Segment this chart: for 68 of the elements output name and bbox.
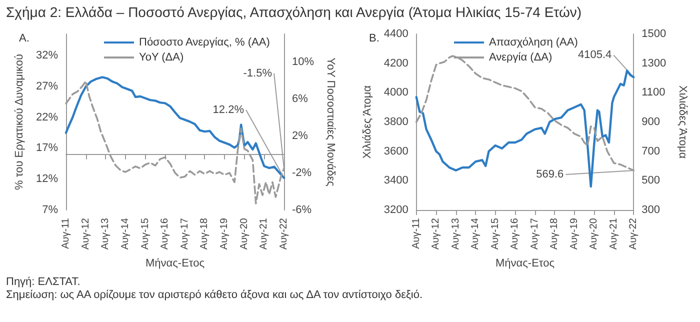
y2-axis-title: YoY Ποσοστιαίες Μονάδες — [324, 58, 336, 186]
text: Σημείωση: ως ΑΑ ορίζουμε τον αριστερό κάθετο άξονα και ως ΔΑ τον αντίστοιχο δεξιό. — [6, 289, 424, 302]
x-tick-label: Αυγ-18 — [549, 218, 560, 250]
y2-tick-label: 6% — [292, 92, 308, 105]
x-tick-label: Αυγ-20 — [588, 218, 600, 250]
y2-tick-label: 10% — [292, 56, 314, 68]
legend-label: Πόσοστο Ανεργίας, % (ΑΑ) — [139, 36, 270, 48]
y-tick-label: 3800 — [384, 116, 408, 128]
y-tick-label: 4200 — [384, 57, 408, 70]
x-tick-label: Αυγ-17 — [179, 218, 190, 250]
y2-tick-label: 1100 — [642, 86, 666, 99]
y-axis-title: % του Εργατικού Δυναμικού — [14, 54, 26, 190]
y2-tick-label: 1300 — [642, 57, 666, 70]
y2-tick-label: -2% — [292, 166, 312, 179]
y2-tick-label: 500 — [642, 174, 660, 187]
y-tick-label: 22% — [36, 111, 58, 124]
y-tick-label: 17% — [36, 142, 58, 154]
x-axis-title: Μήνας-Ετος — [495, 258, 555, 270]
legend-label: Ανεργία (ΔΑ) — [489, 52, 552, 64]
data-label: 12.2% — [212, 104, 244, 116]
y-tick-label: 27% — [36, 80, 58, 92]
x-axis-title: Μήνας-Ετος — [145, 258, 205, 270]
y-tick-label: 4400 — [384, 28, 408, 40]
data-label: -1.5% — [243, 67, 272, 80]
x-tick-label: Αυγ-11 — [410, 218, 422, 249]
chart-subtitle: A. — [19, 32, 30, 44]
x-tick-label: Αυγ-18 — [199, 218, 210, 250]
y2-tick-label: 900 — [642, 116, 660, 128]
data-label: 4105.4 — [578, 49, 612, 62]
x-tick-label: Αυγ-19 — [568, 218, 580, 250]
data-label: 569.6 — [536, 168, 564, 180]
y-tick-label: 12% — [36, 173, 58, 186]
y-tick-label: 7% — [42, 204, 58, 216]
x-tick-label: Αυγ-11 — [60, 218, 72, 249]
x-tick-label: Αυγ-13 — [450, 218, 462, 250]
x-tick-label: Αυγ-13 — [100, 218, 112, 250]
x-tick-label: Αυγ-15 — [140, 218, 151, 250]
x-tick-label: Αυγ-19 — [219, 218, 230, 250]
x-tick-label: Αυγ-15 — [490, 218, 501, 250]
x-tick-label: Αυγ-21 — [258, 218, 270, 250]
x-tick-label: Αυγ-12 — [430, 218, 442, 250]
y-tick-label: 32% — [36, 50, 58, 62]
chart-title: Σχήμα 2: Ελλάδα – Ποσοστό Ανεργίας, Απασχόληση και Ανεργία (Άτομα Ηλικίας 15-74 Ετών) — [5, 3, 583, 22]
y2-tick-label: 2% — [292, 130, 308, 142]
y-axis-title: Χιλιάδες Άτομα — [362, 84, 374, 159]
chart-title: B. — [369, 32, 380, 44]
y-tick-label: 4000 — [384, 86, 408, 99]
text: Πηγή: ΕΛΣΤΑΤ. — [6, 276, 82, 289]
y-tick-label: 3400 — [384, 174, 408, 187]
x-tick-label: Αυγ-16 — [160, 218, 171, 250]
legend-label: YoY (ΔΑ) — [139, 52, 184, 64]
y2-tick-label: -6% — [292, 204, 312, 216]
x-tick-label: Αυγ-16 — [510, 218, 521, 250]
legend-label: Απασχόληση (ΑΑ) — [489, 36, 578, 48]
y2-tick-label: 700 — [642, 145, 660, 158]
x-tick-label: Αυγ-14 — [120, 218, 131, 250]
x-tick-label: Αυγ-22 — [628, 218, 640, 250]
x-tick-label: Αυγ-20 — [238, 218, 250, 250]
y2-axis-title: Χιλιάδες Άτομα — [676, 85, 688, 160]
y2-tick-label: 300 — [642, 204, 660, 216]
x-tick-label: Αυγ-12 — [80, 218, 92, 250]
y2-tick-label: 1500 — [642, 28, 666, 40]
y-tick-label: 3600 — [384, 145, 408, 158]
x-tick-label: Αυγ-21 — [608, 218, 620, 250]
x-tick-label: Αυγ-14 — [470, 218, 482, 250]
x-tick-label: Αυγ-17 — [529, 218, 540, 250]
x-tick-label: Αυγ-22 — [278, 218, 290, 250]
y-tick-label: 3200 — [384, 204, 408, 216]
